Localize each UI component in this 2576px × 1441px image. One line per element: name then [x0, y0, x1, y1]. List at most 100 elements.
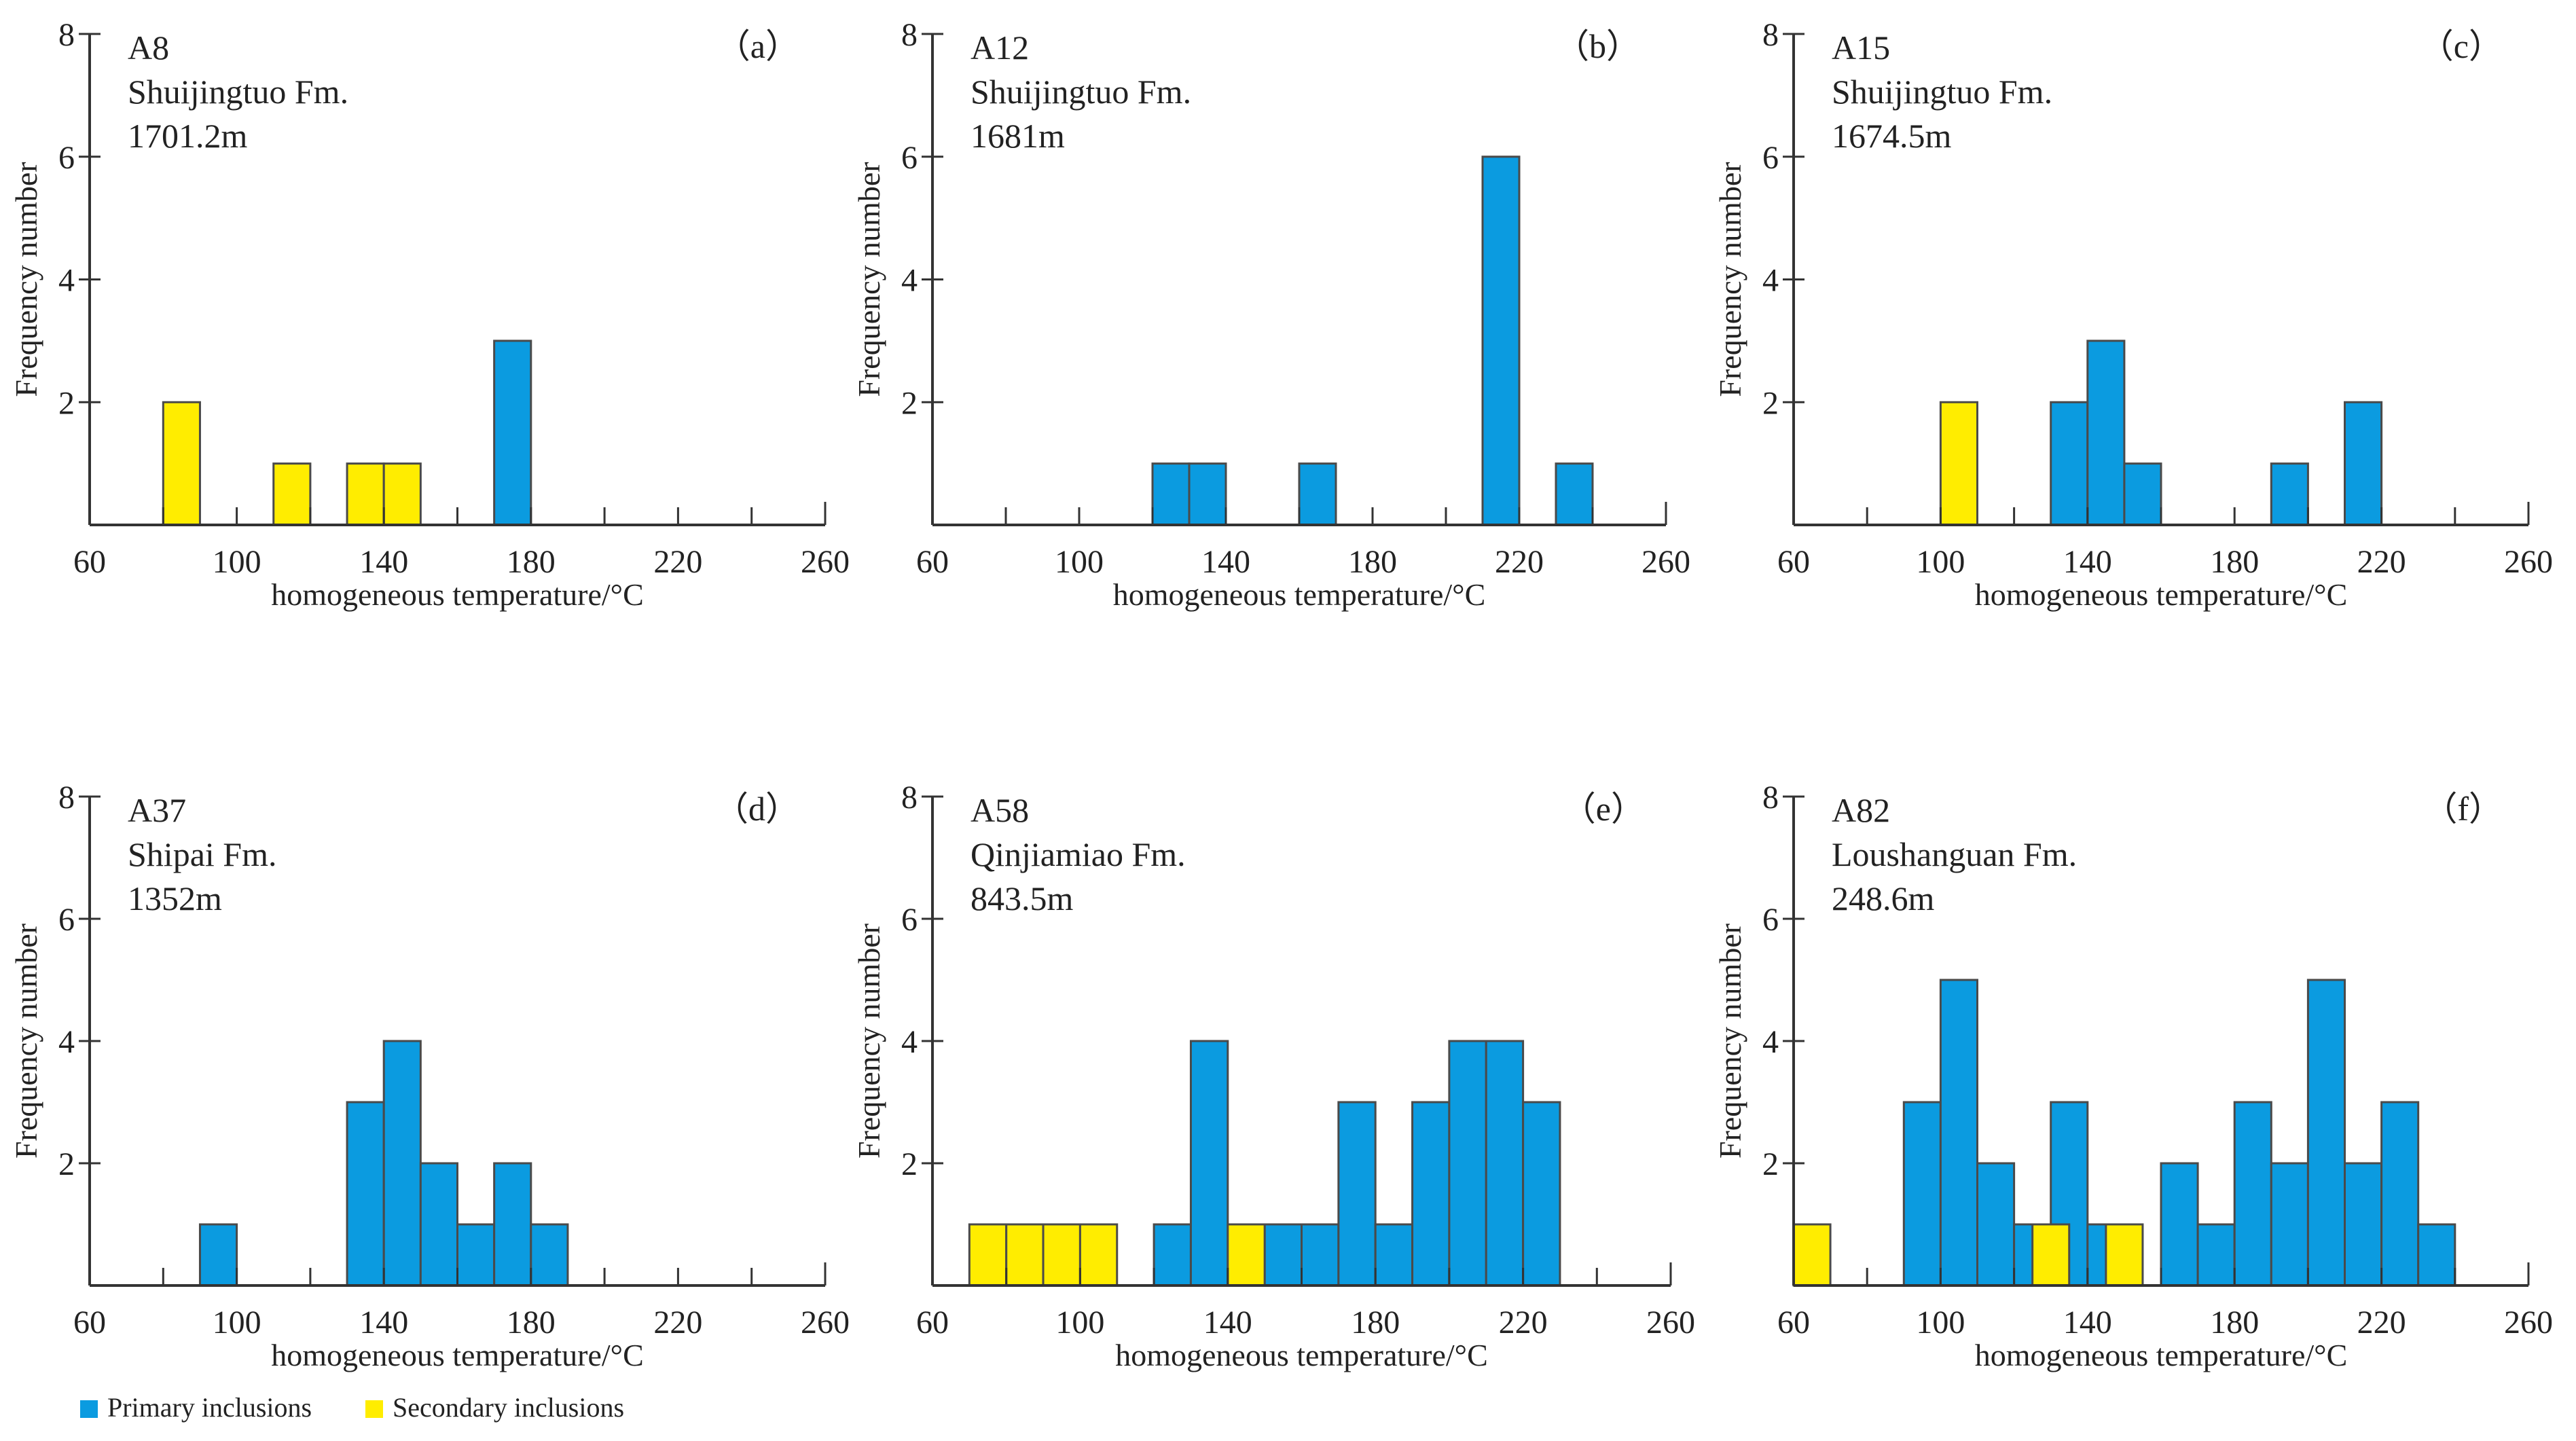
bar-secondary	[968, 1223, 1008, 1287]
y-axis-label: Frequency number	[9, 924, 43, 1159]
x-tick-label: 260	[1641, 544, 1690, 580]
y-tick-label: 6	[1762, 902, 1779, 938]
bar-primary	[530, 1223, 569, 1287]
bar-primary	[1411, 1101, 1451, 1287]
sample-title-line: A58	[970, 791, 1029, 829]
x-tick-label: 60	[916, 1305, 949, 1340]
x-tick-label: 180	[507, 544, 556, 580]
x-tick-label: 140	[2063, 1305, 2112, 1340]
bar-secondary	[162, 401, 201, 526]
bar-primary	[493, 1162, 532, 1287]
chart-panel: 60 100 140 180 220 260 2 4 6 8 homogeneous tempera…	[1713, 17, 2553, 612]
y-tick-label: 4	[58, 263, 75, 299]
x-tick-label: 180	[1351, 1305, 1400, 1340]
bar-primary	[2417, 1223, 2456, 1287]
x-tick-label: 60	[916, 544, 949, 580]
chart-panel: 60 100 140 180 220 260 2 4 6 8 homogeneous tempera…	[9, 17, 850, 612]
bar-secondary	[346, 462, 385, 526]
x-tick-label: 260	[2504, 544, 2553, 580]
x-tick-label: 60	[73, 1305, 106, 1340]
bar-secondary	[1042, 1223, 1081, 1287]
x-tick-label: 260	[2504, 1305, 2553, 1340]
sample-title-line: A8	[128, 29, 169, 67]
y-tick-label: 6	[901, 140, 918, 176]
chart-panel: 60 100 140 180 220 260 2 4 6 8 homogeneous tempera…	[1713, 780, 2553, 1372]
sample-title-line: Shuijingtuo Fm.	[970, 73, 1191, 111]
y-tick-label: 8	[58, 780, 75, 816]
x-tick-label: 180	[1348, 544, 1397, 580]
x-tick-label: 100	[1916, 1305, 1965, 1340]
y-tick-label: 4	[58, 1024, 75, 1060]
panel-label: （b）	[1555, 27, 1640, 65]
bar-primary	[1263, 1223, 1303, 1287]
y-tick-label: 8	[901, 780, 918, 816]
y-axis-label: Frequency number	[1713, 162, 1747, 397]
bar-primary	[2270, 1162, 2309, 1287]
bar-primary	[1298, 462, 1337, 526]
bar-secondary	[2031, 1223, 2071, 1287]
legend-swatch-primary	[80, 1400, 98, 1418]
y-tick-label: 4	[901, 263, 918, 299]
sample-title-line: Qinjiamiao Fm.	[970, 835, 1186, 873]
x-tick-label: 220	[1499, 1305, 1548, 1340]
sample-title-line: A15	[1832, 29, 1890, 67]
y-axis-label: Frequency number	[852, 162, 886, 397]
x-tick-label: 60	[1777, 544, 1810, 580]
bar-secondary	[1005, 1223, 1045, 1287]
chart-panel: 60 100 140 180 220 260 2 4 6 8 homogeneous tempera…	[9, 780, 850, 1372]
bar-primary	[2270, 462, 2309, 526]
x-tick-label: 220	[2357, 544, 2406, 580]
legend-label-secondary: Secondary inclusions	[393, 1392, 624, 1423]
bar-primary	[382, 1040, 422, 1287]
x-tick-label: 60	[73, 544, 106, 580]
y-tick-label: 2	[901, 1146, 918, 1182]
y-tick-label: 2	[58, 385, 75, 421]
bar-primary	[1301, 1223, 1340, 1287]
chart-panel: 60 100 140 180 220 260 2 4 6 8 homogeneous tempera…	[852, 780, 1695, 1372]
bar-primary	[1485, 1040, 1525, 1287]
bar-secondary	[1792, 1223, 1832, 1287]
sample-title-line: Loushanguan Fm.	[1832, 835, 2077, 873]
panel-label: （c）	[2420, 27, 2503, 65]
bar-primary	[2344, 401, 2383, 526]
bar-secondary	[1939, 401, 1978, 526]
bar-primary	[1337, 1101, 1377, 1287]
x-axis-label: homogeneous temperature/°C	[1115, 1338, 1488, 1372]
bar-primary	[2086, 340, 2126, 526]
x-tick-label: 140	[359, 544, 408, 580]
bar-primary	[493, 340, 532, 526]
sample-title-line: Shuijingtuo Fm.	[128, 73, 348, 111]
y-tick-label: 6	[58, 140, 75, 176]
x-tick-label: 60	[1777, 1305, 1810, 1340]
sample-title-line: 1352m	[128, 879, 222, 917]
y-tick-label: 8	[1762, 17, 1779, 53]
bar-primary	[419, 1162, 458, 1287]
panel-label: （f）	[2423, 790, 2503, 828]
sample-title-line: A12	[970, 29, 1029, 67]
y-tick-label: 2	[901, 385, 918, 421]
panel-label: （a）	[716, 27, 799, 65]
x-tick-label: 140	[1201, 544, 1250, 580]
y-tick-label: 6	[1762, 140, 1779, 176]
y-tick-label: 2	[58, 1146, 75, 1182]
sample-title-line: 1674.5m	[1832, 117, 1952, 155]
y-axis-label: Frequency number	[9, 162, 43, 397]
y-tick-label: 8	[901, 17, 918, 53]
x-axis-label: homogeneous temperature/°C	[271, 577, 644, 612]
x-tick-label: 220	[653, 1305, 702, 1340]
x-tick-label: 100	[213, 1305, 261, 1340]
bar-primary	[1151, 462, 1191, 526]
x-tick-label: 100	[213, 544, 261, 580]
bar-primary	[2233, 1101, 2272, 1287]
bar-primary	[1448, 1040, 1487, 1287]
sample-title-line: Shipai Fm.	[128, 835, 276, 873]
bar-primary	[1555, 462, 1594, 526]
bar-primary	[1188, 462, 1227, 526]
x-axis-label: homogeneous temperature/°C	[271, 1338, 644, 1372]
x-tick-label: 220	[2357, 1305, 2406, 1340]
bar-primary	[1189, 1040, 1229, 1287]
legend: Primary inclusions Secondary inclusions	[80, 1392, 624, 1423]
bar-primary	[2380, 1101, 2420, 1287]
